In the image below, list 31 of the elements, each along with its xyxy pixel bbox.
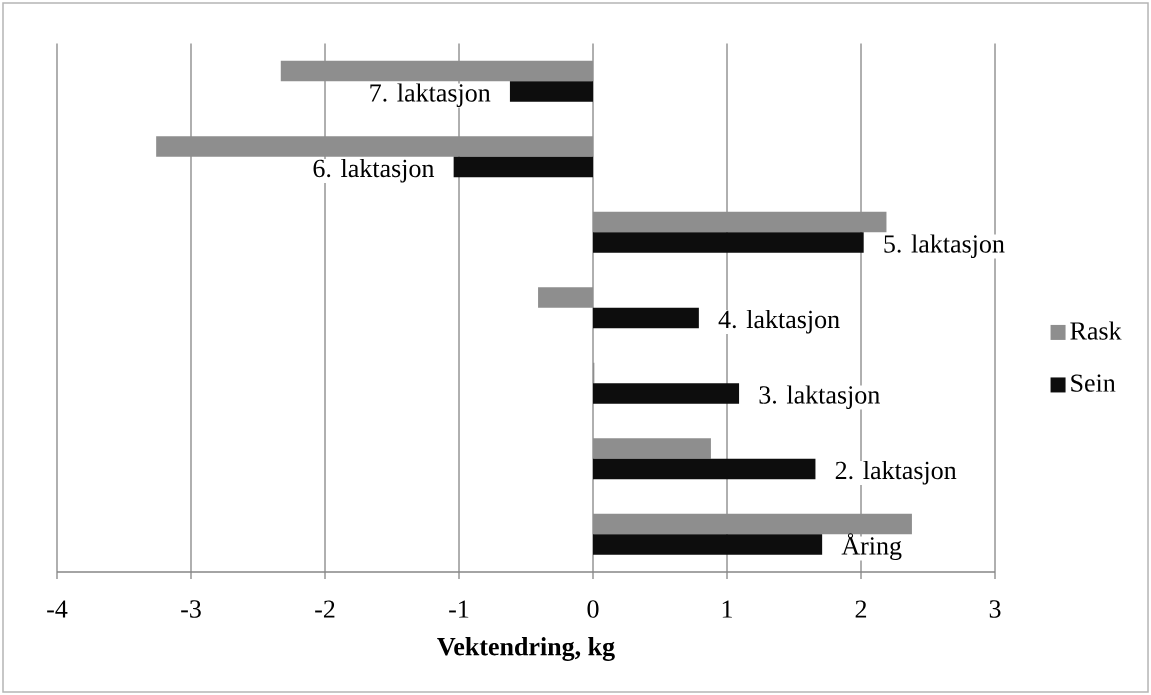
x-tick-label: 2 [855,600,867,618]
x-tick-label: -4 [47,600,68,618]
bar [593,458,816,480]
legend-label: Rask [1070,321,1122,340]
y-tick-label: 2. laktasjon [835,460,957,485]
y-tick-label: 3. laktasjon [759,385,880,409]
x-tick-label: -1 [449,600,469,618]
y-tick-label: 6. laktasjon [313,158,435,183]
y-tick-label: Åring [841,533,902,561]
bar [156,136,593,157]
bar [280,60,593,82]
x-tick-label: 3 [989,600,1001,618]
x-tick-label: -3 [181,600,201,618]
y-tick-label: 7. laktasjon [370,83,491,107]
bar [593,307,699,329]
bar [593,383,740,404]
x-axis-title: Vektendring, kg [437,637,615,661]
bar [593,211,887,233]
bar [593,534,823,555]
bar [593,438,711,459]
bar [593,232,864,253]
bar [453,156,593,178]
legend-label: Sein [1071,374,1116,392]
bar [538,287,593,308]
y-tick-label: 5. laktasjon [884,234,1005,258]
x-tick-label: -2 [315,600,335,618]
x-tick-label: 0 [587,600,599,618]
y-tick-label: 4. laktasjon [718,309,840,334]
x-tick-label: 1 [722,600,732,618]
bar [593,513,912,535]
bar [509,81,593,102]
